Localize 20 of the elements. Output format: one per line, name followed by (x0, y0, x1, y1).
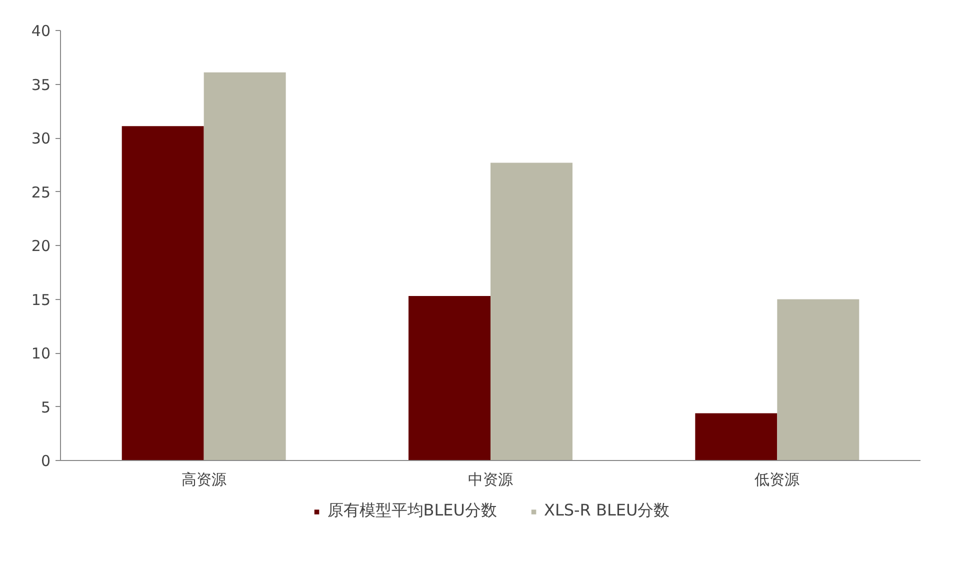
bar (204, 72, 286, 460)
y-tick-label: 5 (40, 398, 51, 416)
bar (695, 413, 778, 460)
y-tick-label: 10 (31, 344, 51, 362)
legend-label: 原有模型平均BLEU分数 (327, 500, 497, 522)
y-tick-label: 30 (31, 130, 51, 148)
legend-label: XLS-R BLEU分数 (544, 500, 670, 522)
bar (490, 162, 572, 460)
x-tick-label: 高资源 (181, 470, 226, 488)
y-tick-label: 0 (40, 452, 51, 470)
bar (122, 126, 204, 460)
x-tick-label: 低资源 (754, 470, 800, 488)
y-tick-label: 15 (31, 290, 51, 309)
y-tick-label: 35 (31, 76, 51, 94)
x-tick-label: 中资源 (468, 470, 513, 488)
bar (777, 299, 860, 460)
y-tick-label: 40 (31, 22, 51, 40)
y-tick-label: 25 (31, 183, 51, 202)
bar (408, 296, 490, 460)
y-tick-label: 20 (31, 237, 51, 255)
